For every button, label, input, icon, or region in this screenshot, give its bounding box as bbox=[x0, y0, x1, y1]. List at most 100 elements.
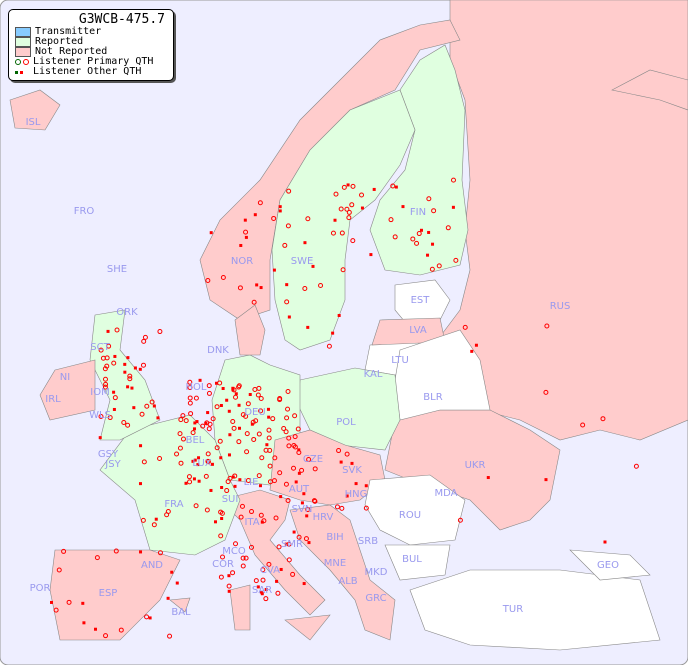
country-balkans bbox=[289, 504, 396, 641]
listener-primary-marker bbox=[286, 435, 292, 441]
listener-primary-marker bbox=[244, 431, 250, 437]
listener-other-marker bbox=[219, 456, 223, 460]
listener-other-marker bbox=[123, 362, 127, 366]
listener-primary-marker bbox=[177, 445, 183, 451]
listener-other-marker bbox=[154, 517, 158, 521]
listener-dots bbox=[50, 177, 639, 639]
listener-primary-marker bbox=[231, 425, 237, 431]
listener-other-marker bbox=[132, 406, 136, 410]
listener-primary-marker bbox=[266, 435, 272, 441]
country-label-bal: BAL bbox=[171, 607, 191, 618]
listener-primary-marker bbox=[600, 416, 606, 422]
listener-primary-marker bbox=[245, 401, 251, 407]
listener-other-marker bbox=[346, 183, 350, 187]
country-label-grc: GRC bbox=[365, 593, 386, 604]
listener-primary-marker bbox=[104, 355, 110, 361]
listener-other-marker bbox=[486, 476, 490, 480]
country-bul bbox=[384, 544, 451, 581]
listener-primary-marker bbox=[273, 515, 279, 521]
listener-primary-marker bbox=[333, 191, 339, 197]
country-label-bih: BIH bbox=[326, 532, 343, 543]
listener-other-marker bbox=[138, 482, 142, 486]
listener-primary-marker bbox=[253, 578, 259, 584]
listener-other-marker bbox=[451, 205, 455, 209]
country-label-ukr: UKR bbox=[465, 460, 486, 471]
listener-primary-marker bbox=[266, 561, 272, 567]
listener-primary-marker bbox=[240, 555, 246, 561]
listener-other-marker bbox=[166, 596, 170, 600]
listener-primary-marker bbox=[334, 504, 340, 510]
country-label-deu: DEU bbox=[244, 407, 265, 418]
listener-primary-marker bbox=[118, 627, 124, 633]
listener-other-marker bbox=[148, 616, 152, 620]
listener-primary-marker bbox=[284, 415, 290, 421]
listener-primary-marker bbox=[178, 417, 184, 423]
listener-primary-marker bbox=[180, 413, 186, 419]
listener-other-marker bbox=[258, 484, 262, 488]
listener-primary-marker bbox=[336, 448, 342, 454]
listener-primary-marker bbox=[243, 555, 249, 561]
listener-other-marker bbox=[302, 492, 306, 496]
listener-primary-marker bbox=[414, 240, 420, 246]
country-tur bbox=[409, 569, 661, 651]
listener-other-marker bbox=[196, 463, 200, 467]
listener-primary-marker bbox=[392, 234, 398, 240]
listener-other-marker bbox=[210, 462, 214, 466]
listener-primary-marker bbox=[339, 230, 345, 236]
listener-primary-marker bbox=[103, 633, 109, 639]
listener-primary-marker bbox=[305, 507, 311, 513]
listener-other-marker bbox=[300, 501, 304, 505]
listener-other-marker bbox=[209, 488, 213, 492]
listener-primary-marker bbox=[450, 177, 456, 183]
listener-other-marker bbox=[265, 443, 269, 447]
country-label-est: EST bbox=[411, 295, 431, 306]
listener-other-marker bbox=[214, 520, 218, 524]
listener-other-marker bbox=[256, 585, 260, 589]
listener-primary-marker bbox=[114, 327, 120, 333]
listener-primary-marker bbox=[140, 517, 146, 523]
listener-primary-marker bbox=[330, 230, 336, 236]
listener-primary-marker bbox=[200, 423, 206, 429]
listener-primary-marker bbox=[157, 455, 163, 461]
listener-other-marker bbox=[253, 213, 257, 217]
country-geo bbox=[569, 549, 651, 581]
country-label-kal: KAL bbox=[364, 369, 383, 380]
listener-primary-marker bbox=[174, 451, 180, 457]
listener-primary-marker bbox=[244, 449, 250, 455]
listener-primary-marker bbox=[543, 389, 549, 395]
listener-other-marker bbox=[278, 205, 282, 209]
listener-primary-marker bbox=[193, 503, 199, 509]
listener-primary-marker bbox=[149, 399, 155, 405]
listener-other-marker bbox=[139, 550, 143, 554]
listener-primary-marker bbox=[291, 465, 297, 471]
listener-primary-marker bbox=[341, 184, 347, 190]
country-label-ltu: LTU bbox=[391, 355, 409, 366]
listener-primary-marker bbox=[111, 360, 117, 366]
listener-other-marker bbox=[307, 541, 311, 545]
listener-other-marker bbox=[175, 581, 179, 585]
listener-primary-marker bbox=[267, 463, 273, 469]
country-label-iom: IOM bbox=[90, 387, 109, 398]
listener-primary-marker bbox=[260, 567, 266, 573]
listener-primary-marker bbox=[282, 242, 288, 248]
legend-reported: Reported bbox=[9, 37, 173, 47]
listener-primary-marker bbox=[233, 394, 239, 400]
country-label-mne: MNE bbox=[324, 558, 346, 569]
listener-other-marker bbox=[106, 329, 110, 333]
listener-primary-marker bbox=[291, 443, 297, 449]
listener-other-marker bbox=[272, 268, 276, 272]
legend: G3WCB-475.7 Transmitter Reported Not Rep… bbox=[8, 9, 174, 81]
listener-other-marker bbox=[231, 388, 235, 392]
listener-primary-marker bbox=[249, 509, 255, 515]
listener-primary-marker bbox=[187, 395, 193, 401]
listener-other-marker bbox=[219, 403, 223, 407]
listener-other-marker bbox=[244, 235, 248, 239]
listener-primary-marker bbox=[217, 438, 223, 444]
listener-primary-marker bbox=[363, 505, 369, 511]
listener-other-marker bbox=[191, 459, 195, 463]
listener-other-marker bbox=[50, 600, 54, 604]
legend-other-qth: Listener Other QTH bbox=[9, 67, 173, 77]
listener-primary-marker bbox=[167, 633, 173, 639]
country-label-gsy: GSY bbox=[98, 449, 119, 460]
listener-primary-marker bbox=[157, 329, 163, 335]
